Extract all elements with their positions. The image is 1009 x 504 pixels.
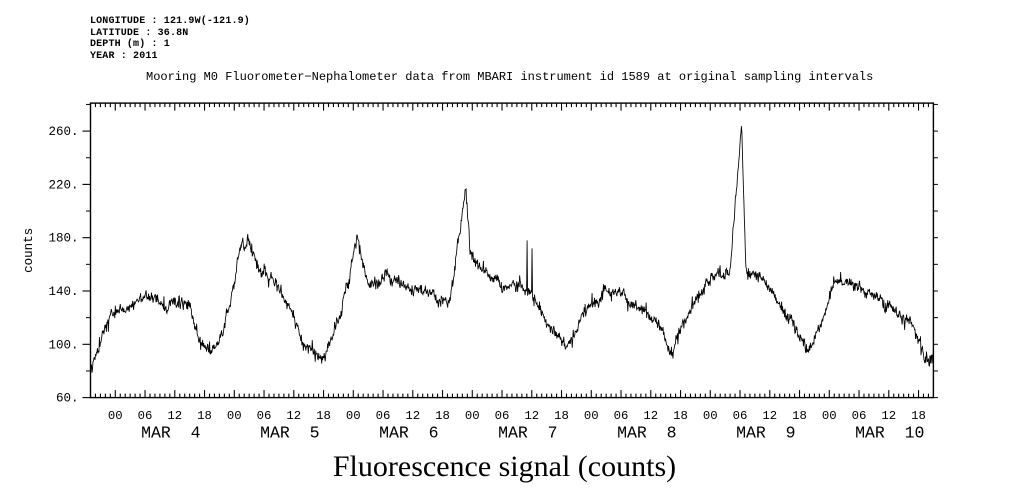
svg-text:06: 06 bbox=[257, 409, 272, 423]
svg-text:12: 12 bbox=[643, 409, 658, 423]
svg-text:00: 00 bbox=[346, 409, 361, 423]
svg-text:00: 00 bbox=[584, 409, 599, 423]
svg-text:MAR 5: MAR 5 bbox=[260, 423, 319, 442]
svg-text:140.: 140. bbox=[48, 285, 78, 299]
svg-text:100.: 100. bbox=[48, 338, 78, 352]
svg-text:12: 12 bbox=[881, 409, 896, 423]
svg-text:180.: 180. bbox=[48, 232, 78, 246]
svg-text:12: 12 bbox=[167, 409, 182, 423]
svg-text:MAR 6: MAR 6 bbox=[379, 423, 438, 442]
svg-text:18: 18 bbox=[435, 409, 450, 423]
svg-text:00: 00 bbox=[108, 409, 123, 423]
svg-text:12: 12 bbox=[286, 409, 301, 423]
svg-text:18: 18 bbox=[316, 409, 331, 423]
svg-text:MAR 9: MAR 9 bbox=[736, 423, 795, 442]
svg-text:06: 06 bbox=[495, 409, 510, 423]
svg-text:18: 18 bbox=[911, 409, 926, 423]
svg-text:06: 06 bbox=[614, 409, 629, 423]
svg-text:counts: counts bbox=[22, 228, 36, 273]
svg-text:MAR 10: MAR 10 bbox=[855, 423, 924, 442]
svg-text:260.: 260. bbox=[48, 125, 78, 139]
svg-text:18: 18 bbox=[197, 409, 212, 423]
svg-text:MAR 8: MAR 8 bbox=[617, 423, 676, 442]
svg-text:18: 18 bbox=[554, 409, 569, 423]
svg-text:MAR 4: MAR 4 bbox=[141, 423, 201, 442]
svg-text:06: 06 bbox=[376, 409, 391, 423]
svg-text:12: 12 bbox=[524, 409, 539, 423]
svg-text:06: 06 bbox=[852, 409, 867, 423]
svg-text:00: 00 bbox=[822, 409, 837, 423]
svg-text:00: 00 bbox=[465, 409, 480, 423]
svg-text:00: 00 bbox=[703, 409, 718, 423]
svg-text:18: 18 bbox=[673, 409, 688, 423]
svg-text:00: 00 bbox=[227, 409, 242, 423]
svg-text:MAR 7: MAR 7 bbox=[498, 423, 557, 442]
svg-text:220.: 220. bbox=[48, 178, 78, 192]
svg-text:06: 06 bbox=[138, 409, 153, 423]
svg-text:12: 12 bbox=[762, 409, 777, 423]
svg-text:60.: 60. bbox=[56, 392, 79, 406]
svg-text:18: 18 bbox=[792, 409, 807, 423]
svg-text:12: 12 bbox=[405, 409, 420, 423]
svg-text:06: 06 bbox=[733, 409, 748, 423]
